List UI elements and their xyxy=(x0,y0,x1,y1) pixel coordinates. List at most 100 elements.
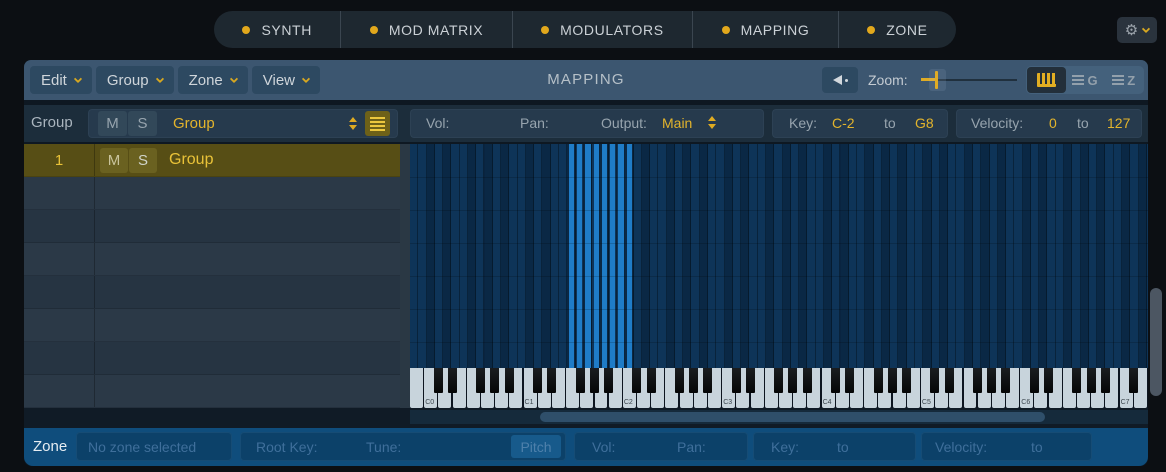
black-key[interactable] xyxy=(873,368,883,393)
group-name-value[interactable]: Group xyxy=(173,115,215,132)
group-list-empty-row[interactable] xyxy=(24,276,400,309)
row-mute-button[interactable]: M xyxy=(100,147,128,173)
grid-semitone-column xyxy=(476,144,485,368)
group-list-empty-row[interactable] xyxy=(24,375,400,408)
settings-menu-button[interactable]: ⚙ xyxy=(1117,17,1157,43)
grid-semitone-column xyxy=(1064,144,1073,368)
zone-highlight-column[interactable] xyxy=(593,144,599,368)
vertical-scrollbar-thumb[interactable] xyxy=(1150,288,1162,396)
group-list-empty-row[interactable] xyxy=(24,309,400,342)
black-key[interactable] xyxy=(845,368,855,393)
black-key[interactable] xyxy=(632,368,642,393)
velocity-low-value[interactable]: 0 xyxy=(1049,115,1057,131)
grid-semitone-column xyxy=(443,144,452,368)
menu-group[interactable]: Group xyxy=(95,66,174,94)
black-key[interactable] xyxy=(944,368,954,393)
black-key[interactable] xyxy=(476,368,486,393)
group-list-empty-row[interactable] xyxy=(24,177,400,210)
black-key[interactable] xyxy=(788,368,798,393)
group-stepper-icon[interactable] xyxy=(349,117,357,130)
row-solo-button[interactable]: S xyxy=(129,147,157,173)
black-key[interactable] xyxy=(433,368,443,393)
tab-label: MAPPING xyxy=(740,21,810,38)
group-list-empty-row[interactable] xyxy=(24,342,400,375)
key-high-value[interactable]: G8 xyxy=(915,115,934,131)
tab-synth[interactable]: SYNTH xyxy=(214,11,340,48)
output-value[interactable]: Main xyxy=(662,115,693,131)
keyboard-view-button[interactable] xyxy=(1027,67,1066,93)
zone-highlight-column[interactable] xyxy=(577,144,583,368)
black-key[interactable] xyxy=(603,368,613,393)
black-key[interactable] xyxy=(930,368,940,393)
octave-label: C4 xyxy=(822,399,832,406)
black-key[interactable] xyxy=(589,368,599,393)
menu-zone[interactable]: Zone xyxy=(177,66,248,94)
black-key[interactable] xyxy=(972,368,982,393)
black-key[interactable] xyxy=(1072,368,1082,393)
black-key[interactable] xyxy=(703,368,713,393)
group-list-view-button[interactable]: G xyxy=(1066,67,1105,93)
mapping-grid[interactable] xyxy=(410,144,1148,368)
group-list-empty-row[interactable] xyxy=(24,210,400,243)
tab-mapping[interactable]: MAPPING xyxy=(692,11,838,48)
white-key[interactable] xyxy=(410,368,423,408)
zoom-slider-thumb[interactable] xyxy=(935,71,938,89)
black-key[interactable] xyxy=(802,368,812,393)
black-key[interactable] xyxy=(902,368,912,393)
zone-highlight-column[interactable] xyxy=(610,144,616,368)
horizontal-scrollbar[interactable] xyxy=(410,410,1148,424)
black-key[interactable] xyxy=(504,368,514,393)
pitch-button[interactable]: Pitch xyxy=(511,435,561,458)
grid-semitone-column xyxy=(509,144,518,368)
black-key[interactable] xyxy=(447,368,457,393)
zone-highlight-column[interactable] xyxy=(618,144,624,368)
zoom-slider[interactable] xyxy=(921,69,1017,91)
zone-highlight-column[interactable] xyxy=(601,144,608,368)
tab-modulators[interactable]: MODULATORS xyxy=(511,11,692,48)
black-key[interactable] xyxy=(987,368,997,393)
black-key[interactable] xyxy=(1001,368,1011,393)
horizontal-scrollbar-thumb[interactable] xyxy=(540,412,1045,422)
velocity-high-value[interactable]: 127 xyxy=(1107,115,1131,131)
black-key[interactable] xyxy=(1086,368,1096,393)
zone-highlight-column[interactable] xyxy=(568,144,575,368)
tab-zone[interactable]: ZONE xyxy=(837,11,956,48)
grid-semitone-column xyxy=(650,144,659,368)
zone-list-view-button[interactable]: Z xyxy=(1104,67,1143,93)
black-key[interactable] xyxy=(887,368,897,393)
black-key[interactable] xyxy=(533,368,543,393)
black-key[interactable] xyxy=(575,368,585,393)
piano-keyboard[interactable]: C0 C1 C2 C3 C4 C5 C6 C7 xyxy=(410,368,1148,408)
black-key[interactable] xyxy=(1043,368,1053,393)
menu-view[interactable]: View xyxy=(251,66,321,94)
black-key[interactable] xyxy=(774,368,784,393)
group-menu-button[interactable] xyxy=(365,111,390,136)
black-key[interactable] xyxy=(689,368,699,393)
black-key[interactable] xyxy=(831,368,841,393)
group-row-number xyxy=(24,210,95,242)
piano-keys-icon xyxy=(1036,73,1056,87)
group-row-content: M S Group xyxy=(95,144,400,176)
group-solo-button[interactable]: S xyxy=(128,111,157,136)
black-key[interactable] xyxy=(547,368,557,393)
group-list-empty-row[interactable] xyxy=(24,243,400,276)
tab-mod-matrix[interactable]: MOD MATRIX xyxy=(340,11,511,48)
black-key[interactable] xyxy=(1100,368,1110,393)
key-mapping-area[interactable]: C0 C1 C2 C3 C4 C5 C6 C7 xyxy=(410,144,1148,408)
black-key[interactable] xyxy=(731,368,741,393)
black-key[interactable] xyxy=(1129,368,1139,393)
output-stepper-icon[interactable] xyxy=(708,116,716,129)
black-key[interactable] xyxy=(646,368,656,393)
group-mute-button[interactable]: M xyxy=(98,111,127,136)
key-low-value[interactable]: C-2 xyxy=(832,115,855,131)
grid-semitone-column xyxy=(948,144,957,368)
audition-button[interactable] xyxy=(822,67,858,93)
zone-highlight-column[interactable] xyxy=(626,144,633,368)
black-key[interactable] xyxy=(1029,368,1039,393)
menu-edit[interactable]: Edit xyxy=(30,66,92,94)
group-list-row[interactable]: 1 M S Group xyxy=(24,144,400,177)
black-key[interactable] xyxy=(490,368,500,393)
black-key[interactable] xyxy=(674,368,684,393)
zone-highlight-column[interactable] xyxy=(585,144,591,368)
black-key[interactable] xyxy=(745,368,755,393)
